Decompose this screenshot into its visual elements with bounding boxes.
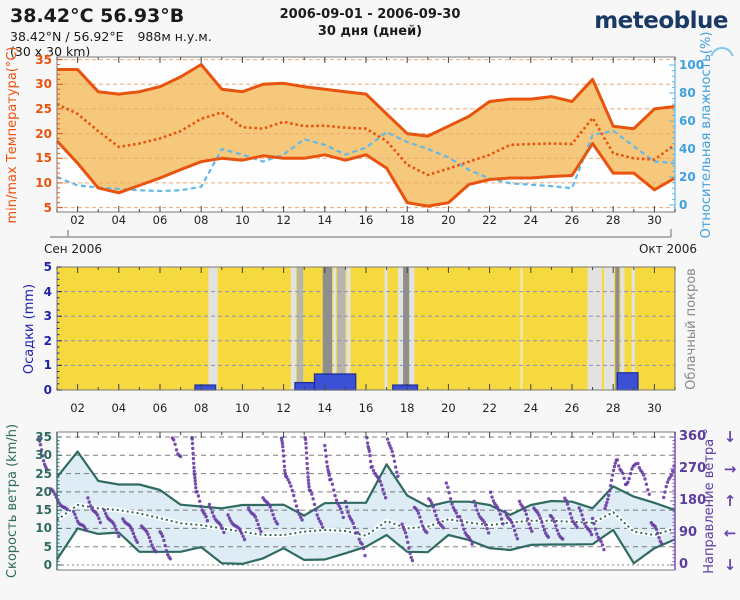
period-block: 2006-09-01 - 2006-09-30 30 дня (дней) — [250, 7, 490, 39]
meteoblue-logo[interactable]: meteoblue — [594, 8, 728, 34]
location-elevation: 988м н.у.м. — [137, 29, 212, 44]
location-line: 38.42°N / 56.92°E 988м н.у.м. — [10, 29, 212, 44]
page-title: 38.42°C 56.93°B — [10, 5, 185, 27]
date-range: 2006-09-01 - 2006-09-30 — [279, 7, 461, 22]
location-coordinates: 38.42°N / 56.92°E — [10, 29, 124, 44]
day-count: 30 дня (дней) — [317, 24, 423, 39]
logo-arc-icon — [710, 47, 736, 56]
grid-resolution: (30 x 30 km) — [10, 44, 91, 59]
